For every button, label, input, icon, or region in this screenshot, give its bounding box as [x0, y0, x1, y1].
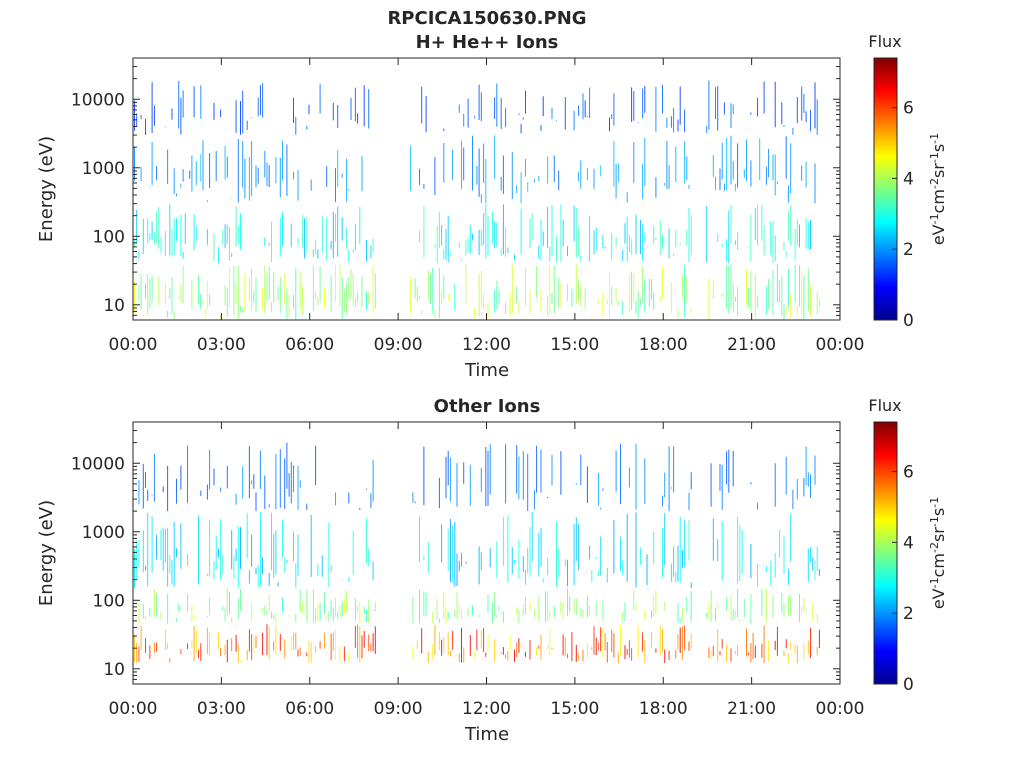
x-axis: 00:00 03:00 06:00 09:00 12:00 15:00 18:00 21:00… [109, 58, 865, 355]
x-axis-label: Time [464, 724, 509, 745]
x-tick-label: 18:00 [639, 335, 688, 355]
colorbar-ticks: 0 2 4 6 [892, 99, 914, 331]
colorbar-label: eV-1cm-2sr-1s-1 [928, 497, 949, 609]
y-tick-label: 10 [103, 296, 125, 316]
colorbar-tick-label: 6 [903, 463, 914, 483]
x-tick-label: 06:00 [285, 335, 334, 355]
y-tick-label: 10 [103, 660, 125, 680]
colorbar-gradient [873, 57, 898, 321]
y-tick-label: 10000 [71, 454, 125, 474]
colorbar-ticks: 0 2 4 6 [892, 463, 914, 695]
plot-area [133, 58, 840, 320]
y-axis: 10 100 1000 10000 [71, 421, 840, 685]
x-tick-label: 03:00 [197, 335, 246, 355]
y-axis: 10 100 1000 10000 [71, 57, 840, 321]
colorbar-title: Flux [868, 396, 901, 415]
colorbar-tick-label: 2 [903, 240, 914, 260]
panel-title: Other Ions [434, 396, 541, 417]
colorbar-label: eV-1cm-2sr-1s-1 [928, 133, 949, 245]
colorbar-tick-label: 4 [903, 533, 914, 553]
colorbar-tick-label: 2 [903, 604, 914, 624]
y-tick-label: 100 [93, 591, 125, 611]
x-tick-label: 06:00 [285, 699, 334, 719]
y-tick-label: 100 [93, 227, 125, 247]
x-tick-label: 00:00 [816, 335, 865, 355]
y-tick-label: 1000 [82, 523, 125, 543]
colorbar: Flux eV-1cm-2sr-1s-1 0 2 4 6 [868, 32, 948, 331]
x-tick-label: 00:00 [109, 335, 158, 355]
x-tick-label: 15:00 [550, 699, 599, 719]
x-tick-label: 18:00 [639, 699, 688, 719]
x-axis: 00:00 03:00 06:00 09:00 12:00 15:00 18:00 21:00… [109, 422, 865, 719]
colorbar-tick-label: 6 [903, 99, 914, 119]
x-tick-label: 12:00 [462, 335, 511, 355]
spectrogram [134, 80, 820, 320]
y-tick-label: 10000 [71, 90, 125, 110]
x-tick-label: 00:00 [816, 699, 865, 719]
y-tick-label: 1000 [82, 159, 125, 179]
x-tick-label: 09:00 [374, 699, 423, 719]
x-tick-label: 03:00 [197, 699, 246, 719]
colorbar-tick-label: 4 [903, 169, 914, 189]
x-tick-label: 15:00 [550, 335, 599, 355]
colorbar-gradient [873, 421, 898, 685]
colorbar-tick-label: 0 [903, 311, 914, 331]
colorbar-title: Flux [868, 32, 901, 51]
x-tick-label: 21:00 [727, 699, 776, 719]
panel-other-ions: Other Ions 10 100 1000 10000 00:00 03:00 06:0… [36, 396, 948, 745]
spectrogram [134, 442, 820, 664]
x-tick-label: 12:00 [462, 699, 511, 719]
x-axis-label: Time [464, 360, 509, 381]
panel-title: H+ He++ Ions [416, 32, 559, 53]
x-tick-label: 09:00 [374, 335, 423, 355]
y-axis-label: Energy (eV) [36, 136, 57, 242]
plot-area [133, 422, 840, 684]
y-axis-label: Energy (eV) [36, 500, 57, 606]
x-tick-label: 21:00 [727, 335, 776, 355]
colorbar-tick-label: 0 [903, 675, 914, 695]
x-tick-label: 00:00 [109, 699, 158, 719]
colorbar: Flux eV-1cm-2sr-1s-1 0 2 4 6 [868, 396, 948, 695]
figure-title: RPCICA150630.PNG [387, 8, 586, 29]
